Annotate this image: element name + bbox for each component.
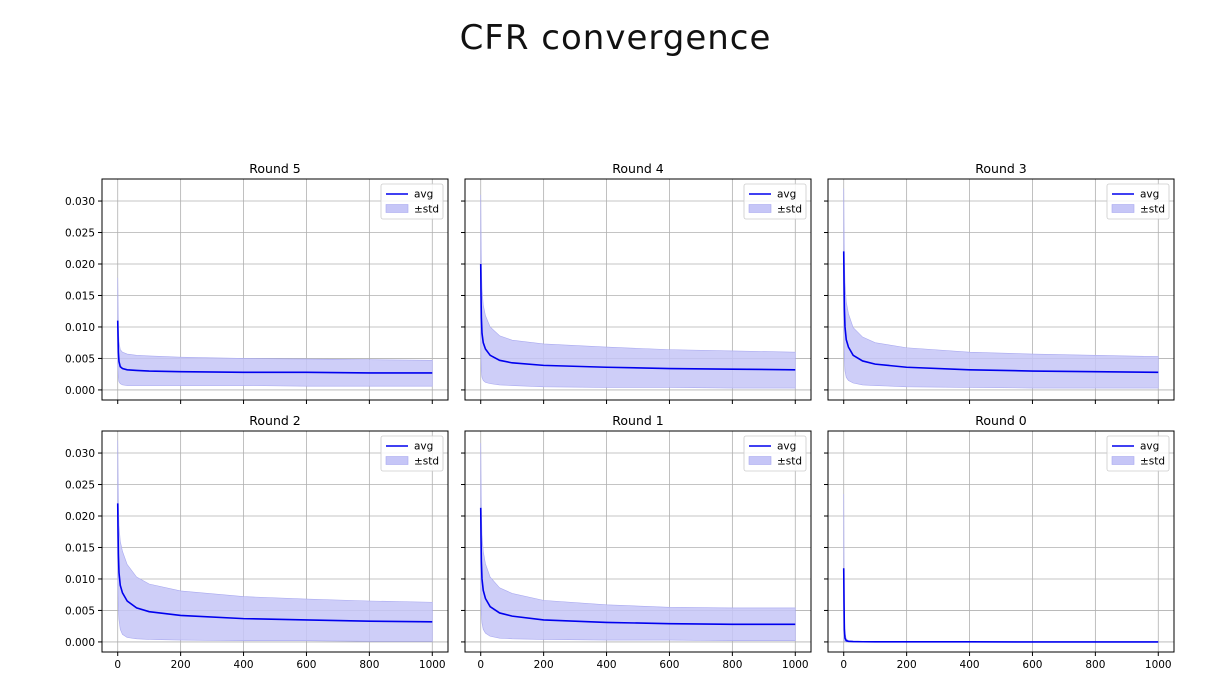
x-tick-label: 1000 — [782, 659, 809, 671]
std-band — [117, 277, 433, 387]
x-tick-label: 800 — [359, 659, 379, 671]
legend-std-label: ±std — [414, 204, 439, 216]
plot-frame — [464, 430, 812, 653]
x-tick-label: 200 — [534, 659, 554, 671]
x-tick-label: 400 — [234, 659, 254, 671]
avg-line — [116, 320, 433, 374]
x-tick-label: 200 — [897, 659, 917, 671]
legend-std-swatch — [385, 456, 409, 465]
chart-panel-4: Round 1 0 200 400 600 800 1000 avg ±std — [461, 413, 812, 671]
legend-std-label: ±std — [1140, 204, 1165, 216]
plot-frame — [464, 178, 812, 401]
y-tick-label: 0.010 — [65, 574, 95, 586]
std-band — [843, 188, 1159, 389]
page-title: CFR convergence — [459, 18, 772, 58]
legend-avg-label: avg — [1140, 441, 1159, 453]
chart-title: Round 4 — [612, 161, 664, 176]
legend-std-swatch — [748, 456, 772, 465]
x-tick-label: 600 — [1022, 659, 1042, 671]
plot-frame — [827, 178, 1175, 401]
x-tick-label: 400 — [960, 659, 980, 671]
x-tick-label: 0 — [477, 659, 484, 671]
plot-frame — [101, 430, 449, 653]
avg-line — [479, 507, 796, 626]
legend-std-label: ±std — [777, 456, 802, 468]
y-tick-label: 0.020 — [65, 511, 95, 523]
y-tick-label: 0.010 — [65, 322, 95, 334]
legend-avg-label: avg — [777, 189, 796, 201]
y-tick-label: 0.025 — [65, 480, 95, 492]
chart-title: Round 1 — [612, 413, 663, 428]
x-tick-label: 0 — [840, 659, 847, 671]
legend-avg-label: avg — [414, 189, 433, 201]
x-tick-label: 400 — [597, 659, 617, 671]
x-tick-label: 800 — [722, 659, 742, 671]
plot-frame — [101, 178, 449, 401]
chart-panel-0: Round 5 0.000 0.005 0.010 0.015 0.020 0.025 0.0… — [65, 161, 449, 404]
legend-std-swatch — [1111, 456, 1135, 465]
legend-avg-label: avg — [777, 441, 796, 453]
x-tick-label: 600 — [296, 659, 316, 671]
chart-panel-2: Round 3 avg ±std — [824, 161, 1175, 404]
avg-line — [842, 568, 1159, 643]
chart-panel-1: Round 4 avg ±std — [461, 161, 812, 404]
chart-title: Round 5 — [249, 161, 300, 176]
x-tick-label: 1000 — [1145, 659, 1172, 671]
chart-title: Round 0 — [975, 413, 1027, 428]
legend-std-label: ±std — [1140, 456, 1165, 468]
y-tick-label: 0.015 — [65, 290, 95, 302]
plot-frame — [827, 430, 1175, 653]
legend-avg-label: avg — [414, 441, 433, 453]
x-tick-label: 200 — [171, 659, 191, 671]
y-tick-label: 0.025 — [65, 228, 95, 240]
y-tick-label: 0.005 — [65, 605, 95, 617]
x-tick-label: 800 — [1085, 659, 1105, 671]
y-tick-label: 0.000 — [65, 385, 95, 397]
legend-std-swatch — [1111, 204, 1135, 213]
y-tick-label: 0.015 — [65, 542, 95, 554]
x-tick-label: 1000 — [419, 659, 446, 671]
legend-std-swatch — [385, 204, 409, 213]
legend-std-swatch — [748, 204, 772, 213]
x-tick-label: 0 — [114, 659, 121, 671]
y-tick-label: 0.005 — [65, 353, 95, 365]
std-band — [480, 442, 796, 641]
y-tick-label: 0.030 — [65, 196, 95, 208]
avg-line — [116, 503, 433, 623]
legend-avg-label: avg — [1140, 189, 1159, 201]
x-tick-label: 600 — [659, 659, 679, 671]
y-tick-label: 0.000 — [65, 637, 95, 649]
y-tick-label: 0.020 — [65, 259, 95, 271]
std-band — [480, 194, 796, 389]
chart-title: Round 2 — [249, 413, 300, 428]
y-tick-label: 0.030 — [65, 448, 95, 460]
chart-title: Round 3 — [975, 161, 1026, 176]
chart-panel-3: Round 2 0.000 0.005 0.010 0.015 0.020 0.025 0.0… — [65, 413, 449, 671]
legend-std-label: ±std — [414, 456, 439, 468]
chart-panel-5: Round 0 0 200 400 600 800 1000 avg ±std — [824, 413, 1175, 671]
avg-line — [479, 263, 796, 371]
legend-std-label: ±std — [777, 204, 802, 216]
avg-line — [842, 251, 1159, 374]
